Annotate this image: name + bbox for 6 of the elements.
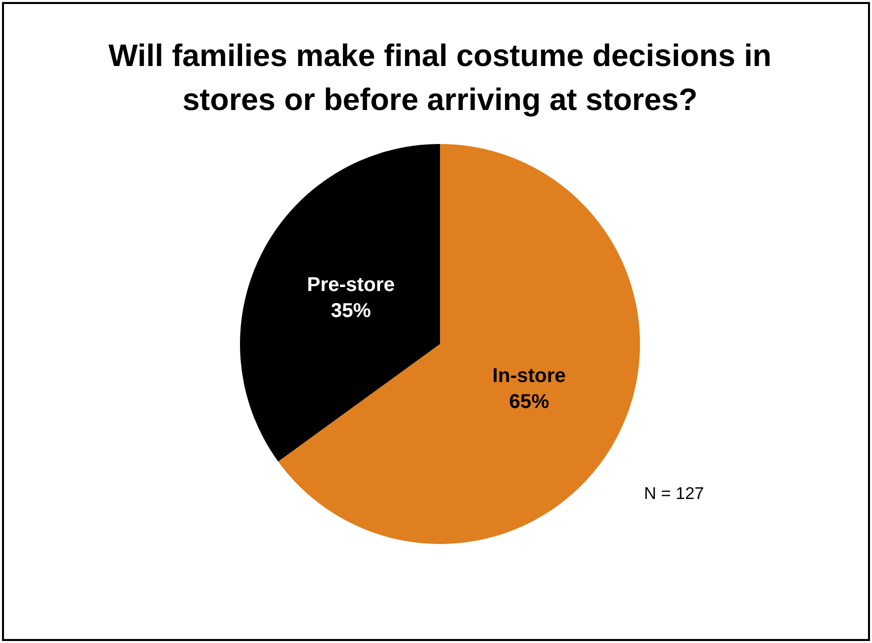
text: N = 127 bbox=[644, 484, 704, 504]
slice-label: Pre-store bbox=[306, 274, 395, 296]
slice-label: In-store bbox=[492, 364, 566, 387]
chart-title: Will families make final costume decisions in stores or before arriving at stores? bbox=[108, 37, 772, 119]
data-label: 65% bbox=[509, 390, 550, 413]
data-label: 35% bbox=[330, 300, 372, 322]
